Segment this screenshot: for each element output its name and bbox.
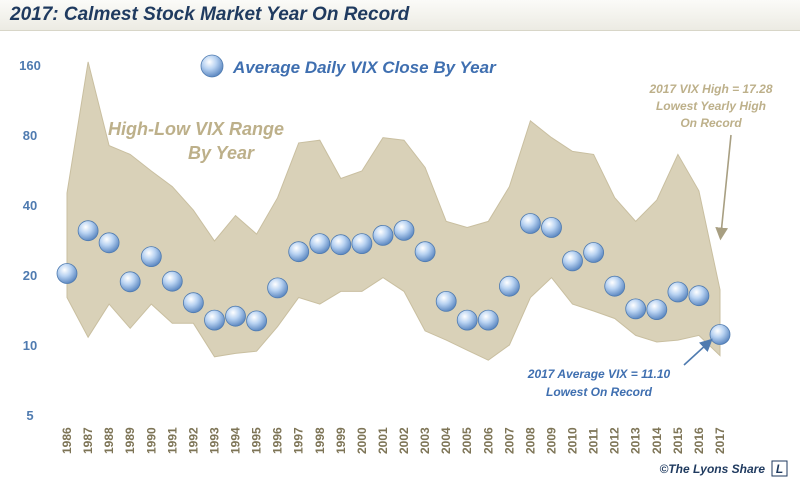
chart-title: 2017: Calmest Stock Market Year On Recor… — [10, 4, 410, 25]
average-vix-bubble — [393, 219, 415, 241]
x-tick-label: 1994 — [229, 427, 243, 454]
average-vix-bubble — [225, 305, 246, 327]
range-label-line-1: High-Low VIX Range — [108, 119, 284, 139]
x-tick-label: 2012 — [608, 427, 622, 454]
vix-chart: 5 10 20 40 80 160 1986 1987 1988 1989 1990 1991 199… — [19, 54, 788, 477]
average-vix-bubble — [309, 233, 331, 255]
x-tick-label: 1987 — [81, 427, 95, 454]
average-vix-bubble — [562, 250, 583, 272]
average-vix-bubble — [498, 275, 520, 297]
legend: Average Daily VIX Close By Year — [200, 54, 497, 78]
average-bubbles — [56, 213, 731, 345]
average-vix-bubble — [288, 241, 310, 263]
average-vix-bubble — [330, 234, 352, 256]
y-tick-label: 40 — [23, 198, 37, 213]
average-vix-bubble — [182, 292, 204, 314]
average-vix-bubble — [56, 263, 78, 284]
x-tick-label: 1999 — [334, 427, 348, 454]
average-vix-bubble — [456, 309, 478, 331]
x-tick-label: 1992 — [186, 427, 200, 454]
average-vix-bubble — [98, 232, 120, 254]
x-tick-label: 2003 — [418, 427, 432, 454]
average-vix-bubble — [119, 271, 141, 293]
x-tick-label: 2007 — [502, 427, 516, 454]
average-vix-bubble — [77, 220, 99, 242]
y-tick-label: 160 — [19, 58, 41, 73]
x-axis: 1986 1987 1988 1989 1990 1991 1992 1993 1994 1995… — [60, 427, 727, 454]
average-vix-bubble — [477, 309, 499, 331]
average-vix-bubble — [604, 275, 626, 297]
range-band-layer — [66, 61, 721, 361]
average-vix-bubble — [351, 233, 373, 255]
x-tick-label: 2015 — [671, 427, 685, 454]
average-vix-bubble — [267, 277, 289, 299]
average-vix-bubble — [520, 213, 541, 234]
x-tick-label: 1995 — [250, 427, 264, 454]
credit-logo-box — [771, 460, 788, 477]
average-vix-bubble — [372, 224, 394, 246]
avg-note-line-2: Lowest On Record — [546, 385, 653, 399]
average-vix-bubble — [435, 290, 457, 312]
range-label-line-2: By Year — [188, 143, 255, 163]
average-vix-bubble — [246, 310, 268, 332]
average-vix-bubble — [140, 246, 162, 268]
x-tick-label: 1996 — [271, 427, 285, 454]
legend-label: Average Daily VIX Close By Year — [232, 58, 497, 77]
y-axis: 5 10 20 40 80 160 — [19, 58, 41, 423]
average-vix-bubble — [646, 299, 668, 321]
average-vix-bubble — [414, 241, 436, 263]
average-annotation: 2017 Average VIX = 11.10 Lowest On Recor… — [527, 338, 713, 399]
x-tick-label: 2008 — [523, 427, 537, 454]
y-tick-label: 80 — [23, 128, 37, 143]
x-tick-label: 2002 — [397, 427, 411, 454]
credit-text: ©The Lyons Share — [659, 462, 765, 476]
x-tick-label: 2001 — [376, 427, 390, 454]
high-note-line-1: 2017 VIX High = 17.28 — [648, 82, 772, 96]
x-tick-label: 1998 — [313, 427, 327, 454]
high-annotation: 2017 VIX High = 17.28 Lowest Yearly High… — [648, 82, 773, 241]
average-vix-bubble — [204, 309, 225, 331]
x-tick-label: 2016 — [692, 427, 706, 454]
x-tick-label: 2004 — [439, 427, 453, 454]
y-tick-label: 5 — [26, 408, 33, 423]
average-vix-bubble — [709, 324, 731, 345]
x-tick-label: 1989 — [123, 427, 137, 454]
x-tick-label: 2010 — [566, 427, 580, 454]
high-arrow — [715, 134, 732, 241]
x-tick-label: 2000 — [355, 427, 369, 454]
x-tick-label: 1986 — [60, 427, 74, 454]
x-tick-label: 2006 — [481, 427, 495, 454]
average-vix-bubble — [161, 270, 183, 292]
x-tick-label: 2014 — [650, 427, 664, 454]
credit: ©The Lyons Share L — [659, 460, 788, 477]
high-note-line-3: On Record — [680, 116, 742, 130]
credit-logo: L — [776, 462, 783, 476]
average-vix-bubble — [583, 242, 604, 263]
x-tick-label: 1990 — [144, 427, 158, 454]
x-tick-label: 2009 — [544, 427, 558, 454]
y-tick-label: 20 — [23, 268, 37, 283]
chart-title-bar: 2017: Calmest Stock Market Year On Recor… — [0, 0, 800, 31]
average-vix-bubble — [541, 217, 562, 238]
x-tick-label: 1991 — [165, 427, 179, 454]
high-note-line-2: Lowest Yearly High — [656, 99, 766, 113]
y-tick-label: 10 — [23, 338, 37, 353]
x-tick-label: 2017 — [713, 427, 727, 454]
average-vix-bubble — [625, 298, 647, 320]
average-vix-bubble — [667, 281, 689, 303]
vix-range-band — [66, 61, 721, 361]
x-tick-label: 2005 — [460, 427, 474, 454]
x-tick-label: 2011 — [587, 428, 601, 454]
x-tick-label: 2013 — [629, 427, 643, 454]
x-tick-label: 1993 — [207, 427, 221, 454]
average-vix-bubble — [688, 285, 710, 307]
legend-bubble-icon — [200, 54, 224, 78]
avg-note-line-1: 2017 Average VIX = 11.10 — [527, 367, 671, 381]
x-tick-label: 1988 — [102, 427, 116, 454]
x-tick-label: 1997 — [292, 427, 306, 454]
average-arrow — [683, 338, 713, 366]
